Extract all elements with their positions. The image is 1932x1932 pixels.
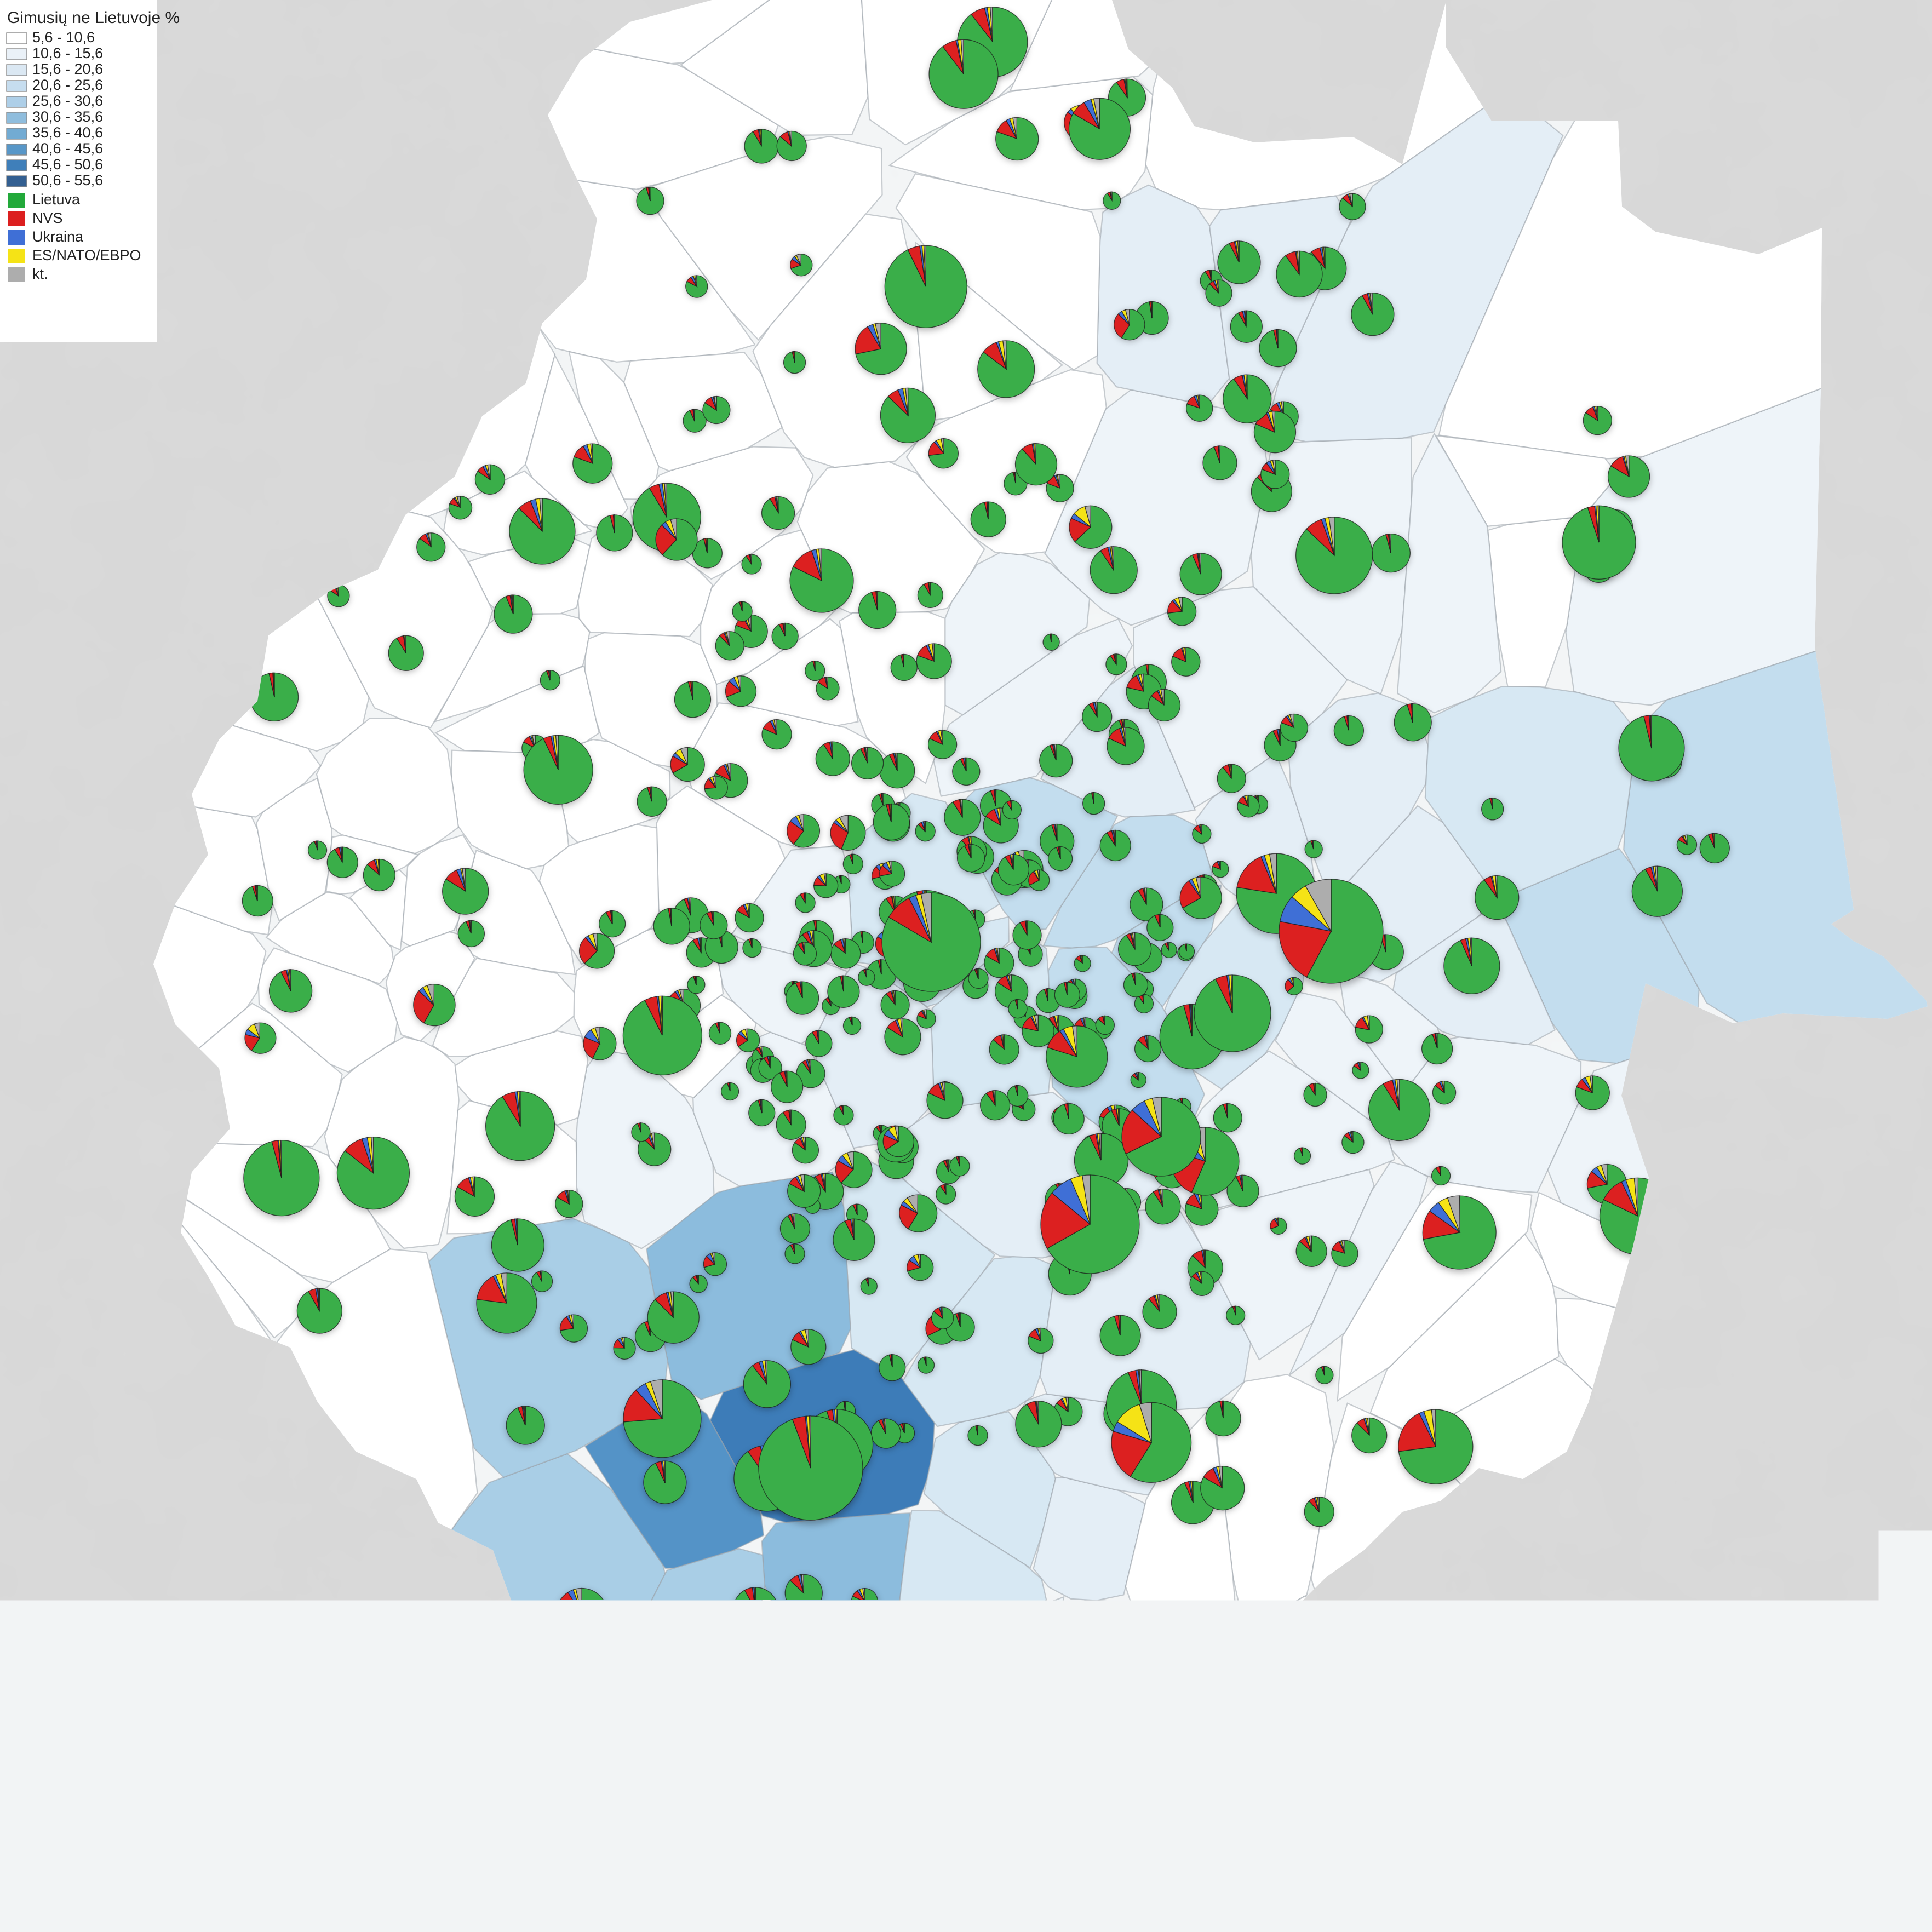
svg-text:kt.: kt. [32, 266, 48, 282]
svg-text:40,6 - 45,6: 40,6 - 45,6 [32, 140, 103, 157]
svg-text:35,6 - 40,6: 35,6 - 40,6 [32, 124, 103, 141]
svg-text:30,6 - 35,6: 30,6 - 35,6 [32, 108, 103, 125]
svg-text:Lietuva: Lietuva [32, 191, 81, 208]
svg-text:15,6 - 20,6: 15,6 - 20,6 [32, 61, 103, 77]
svg-text:45,6 - 50,6: 45,6 - 50,6 [32, 156, 103, 173]
svg-text:50,6 - 55,6: 50,6 - 55,6 [32, 172, 103, 188]
svg-text:25,6 - 30,6: 25,6 - 30,6 [32, 93, 103, 109]
svg-text:ES/NATO/EBPO: ES/NATO/EBPO [32, 247, 141, 263]
svg-text:20,6 - 25,6: 20,6 - 25,6 [32, 77, 103, 93]
svg-text:Ukraina: Ukraina [32, 228, 84, 245]
svg-text:Gimusių ne Lietuvoje %: Gimusių ne Lietuvoje % [7, 9, 180, 27]
svg-text:10,6 - 15,6: 10,6 - 15,6 [32, 45, 103, 61]
svg-text:NVS: NVS [32, 210, 63, 226]
svg-text:5,6 - 10,6: 5,6 - 10,6 [32, 29, 95, 45]
